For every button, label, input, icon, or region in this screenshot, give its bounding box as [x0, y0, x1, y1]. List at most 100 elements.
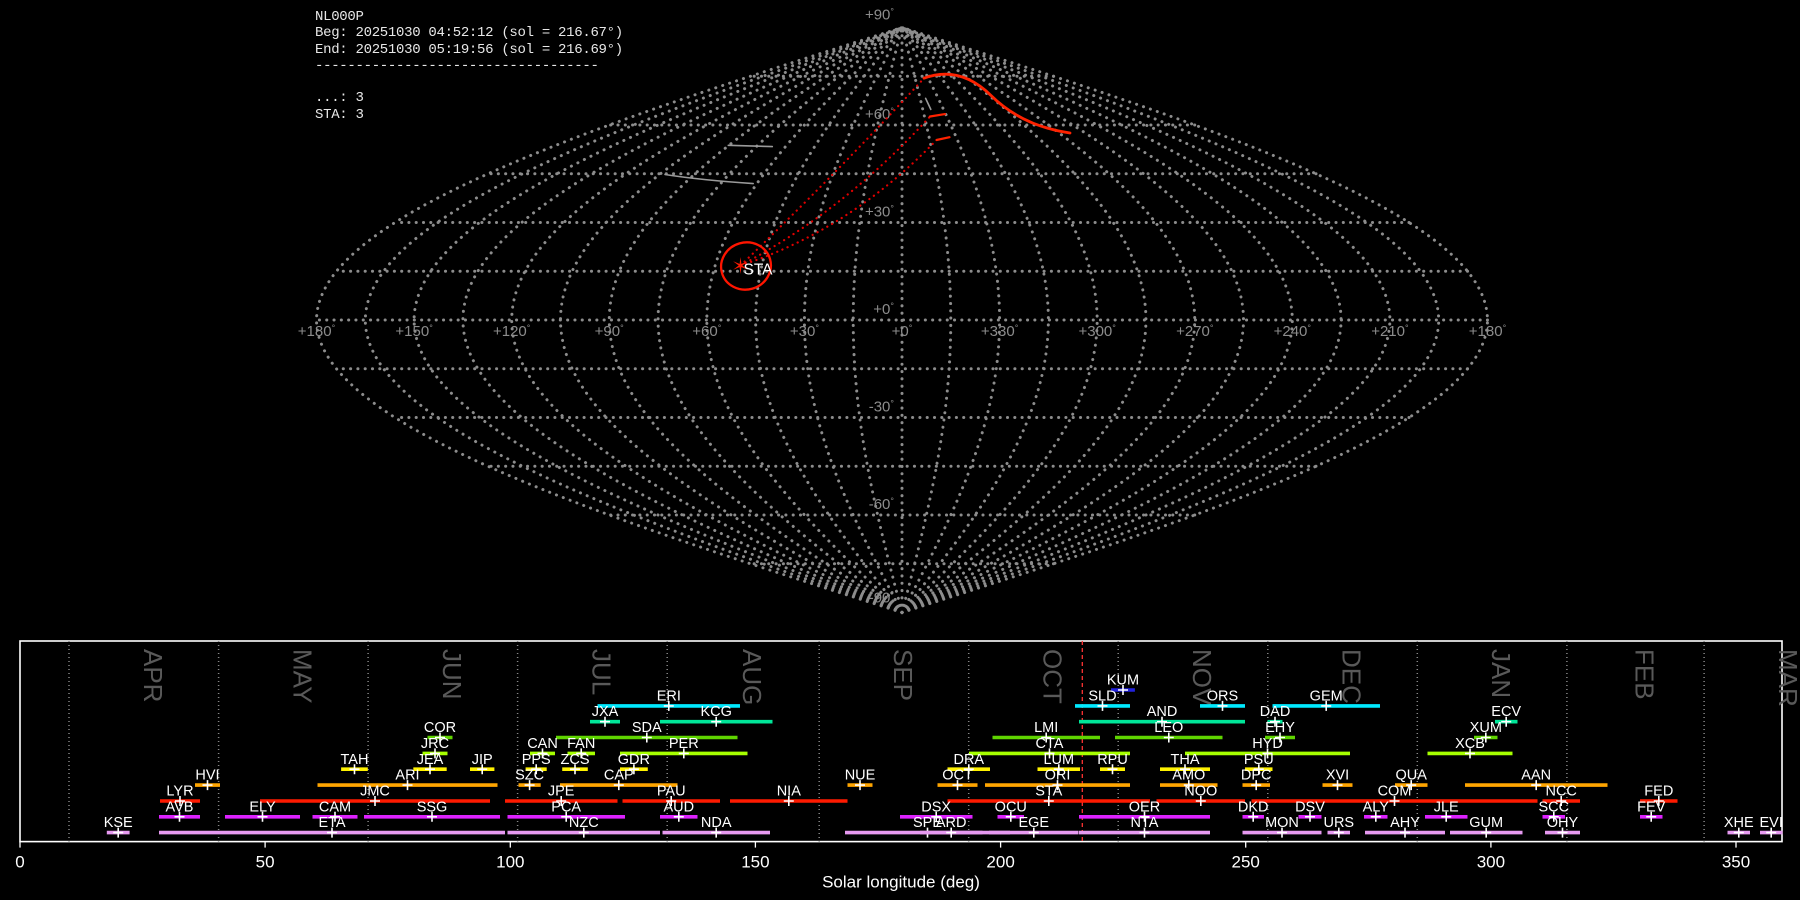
- svg-text:PPS: PPS: [522, 752, 551, 768]
- svg-text:FEV: FEV: [1637, 799, 1666, 815]
- svg-text:KSE: KSE: [104, 815, 133, 831]
- svg-text:AND: AND: [1147, 704, 1178, 720]
- svg-text:DKD: DKD: [1238, 799, 1269, 815]
- svg-text:CAP: CAP: [604, 768, 634, 784]
- svg-text:KUM: KUM: [1107, 673, 1139, 689]
- svg-text:NDA: NDA: [701, 815, 732, 831]
- svg-text:JUN: JUN: [437, 649, 467, 700]
- svg-text:JPE: JPE: [548, 784, 575, 800]
- svg-text:JAN: JAN: [1486, 649, 1516, 698]
- svg-text:NTA: NTA: [1131, 815, 1159, 831]
- svg-text:Solar longitude (deg): Solar longitude (deg): [822, 873, 980, 892]
- svg-text:AAN: AAN: [1521, 768, 1551, 784]
- svg-text:COR: COR: [424, 720, 456, 736]
- svg-text:LUM: LUM: [1043, 752, 1074, 768]
- svg-text:EHY: EHY: [1265, 720, 1295, 736]
- svg-text:CTA: CTA: [1036, 736, 1064, 752]
- svg-text:150: 150: [741, 853, 769, 872]
- svg-text:OCT: OCT: [942, 768, 973, 784]
- svg-text:NZC: NZC: [569, 815, 599, 831]
- svg-text:AUG: AUG: [737, 649, 767, 705]
- svg-text:AUD: AUD: [663, 799, 694, 815]
- svg-text:NCC: NCC: [1545, 784, 1576, 800]
- svg-text:JXA: JXA: [592, 704, 619, 720]
- svg-text:ELY: ELY: [249, 799, 276, 815]
- svg-text:AHY: AHY: [1390, 815, 1420, 831]
- svg-text:350: 350: [1722, 853, 1750, 872]
- svg-text:APR: APR: [138, 649, 168, 702]
- svg-text:GDR: GDR: [618, 752, 650, 768]
- svg-text:COM: COM: [1378, 784, 1412, 800]
- svg-text:PCA: PCA: [551, 799, 581, 815]
- svg-text:KCG: KCG: [700, 704, 731, 720]
- svg-text:ARI: ARI: [395, 768, 419, 784]
- svg-text:CAM: CAM: [319, 799, 351, 815]
- svg-text:0: 0: [15, 853, 24, 872]
- svg-text:OCT: OCT: [1038, 649, 1068, 704]
- svg-text:ETA: ETA: [318, 815, 345, 831]
- svg-text:AVB: AVB: [166, 799, 194, 815]
- svg-text:PAU: PAU: [657, 784, 686, 800]
- svg-text:JUL: JUL: [586, 649, 616, 695]
- svg-text:AMO: AMO: [1172, 768, 1205, 784]
- svg-text:NIA: NIA: [777, 784, 802, 800]
- svg-text:TAH: TAH: [341, 752, 369, 768]
- svg-text:HYD: HYD: [1252, 736, 1283, 752]
- svg-text:PSU: PSU: [1244, 752, 1274, 768]
- svg-text:LEO: LEO: [1154, 720, 1183, 736]
- svg-text:ORS: ORS: [1207, 688, 1238, 704]
- svg-text:FAN: FAN: [567, 736, 595, 752]
- svg-text:DAD: DAD: [1260, 704, 1291, 720]
- svg-text:JMC: JMC: [360, 784, 390, 800]
- svg-text:ECV: ECV: [1491, 704, 1521, 720]
- svg-text:THA: THA: [1171, 752, 1200, 768]
- svg-text:DSX: DSX: [921, 799, 951, 815]
- svg-text:CAN: CAN: [527, 736, 558, 752]
- svg-text:URS: URS: [1323, 815, 1354, 831]
- svg-text:ERI: ERI: [657, 688, 681, 704]
- svg-text:LMI: LMI: [1034, 720, 1058, 736]
- svg-text:MAR: MAR: [1773, 649, 1800, 707]
- svg-text:NUE: NUE: [845, 768, 876, 784]
- svg-text:OER: OER: [1129, 799, 1160, 815]
- svg-text:GUM: GUM: [1469, 815, 1503, 831]
- svg-text:JRC: JRC: [421, 736, 449, 752]
- svg-text:SLD: SLD: [1088, 688, 1116, 704]
- svg-text:STA: STA: [1035, 784, 1062, 800]
- svg-text:QUA: QUA: [1395, 768, 1427, 784]
- svg-text:GEM: GEM: [1310, 688, 1343, 704]
- svg-text:PER: PER: [669, 736, 699, 752]
- svg-text:SDA: SDA: [632, 720, 662, 736]
- svg-text:EVI: EVI: [1760, 815, 1783, 831]
- svg-text:ZCS: ZCS: [561, 752, 590, 768]
- svg-text:SZC: SZC: [515, 768, 544, 784]
- svg-text:OHY: OHY: [1547, 815, 1579, 831]
- svg-text:MAY: MAY: [287, 649, 317, 703]
- svg-text:SCC: SCC: [1538, 799, 1569, 815]
- svg-text:250: 250: [1232, 853, 1260, 872]
- svg-text:FED: FED: [1644, 784, 1673, 800]
- svg-text:50: 50: [256, 853, 275, 872]
- svg-text:JIP: JIP: [472, 752, 493, 768]
- svg-text:OCU: OCU: [995, 799, 1027, 815]
- svg-text:XHE: XHE: [1724, 815, 1754, 831]
- svg-text:SSG: SSG: [417, 799, 448, 815]
- svg-text:ARD: ARD: [936, 815, 967, 831]
- svg-text:DRA: DRA: [953, 752, 984, 768]
- svg-text:LYR: LYR: [166, 784, 193, 800]
- svg-text:100: 100: [496, 853, 524, 872]
- svg-text:MON: MON: [1265, 815, 1299, 831]
- svg-text:200: 200: [986, 853, 1014, 872]
- svg-text:XVI: XVI: [1326, 768, 1349, 784]
- svg-text:ALY: ALY: [1363, 799, 1390, 815]
- svg-text:SEP: SEP: [888, 649, 918, 701]
- svg-text:300: 300: [1477, 853, 1505, 872]
- svg-text:DSV: DSV: [1295, 799, 1325, 815]
- svg-text:RPU: RPU: [1097, 752, 1128, 768]
- svg-text:DPC: DPC: [1241, 768, 1272, 784]
- svg-text:ORI: ORI: [1045, 768, 1071, 784]
- svg-text:EGE: EGE: [1018, 815, 1049, 831]
- svg-text:NOO: NOO: [1184, 784, 1217, 800]
- svg-text:JEA: JEA: [417, 752, 444, 768]
- svg-text:FEB: FEB: [1630, 649, 1660, 700]
